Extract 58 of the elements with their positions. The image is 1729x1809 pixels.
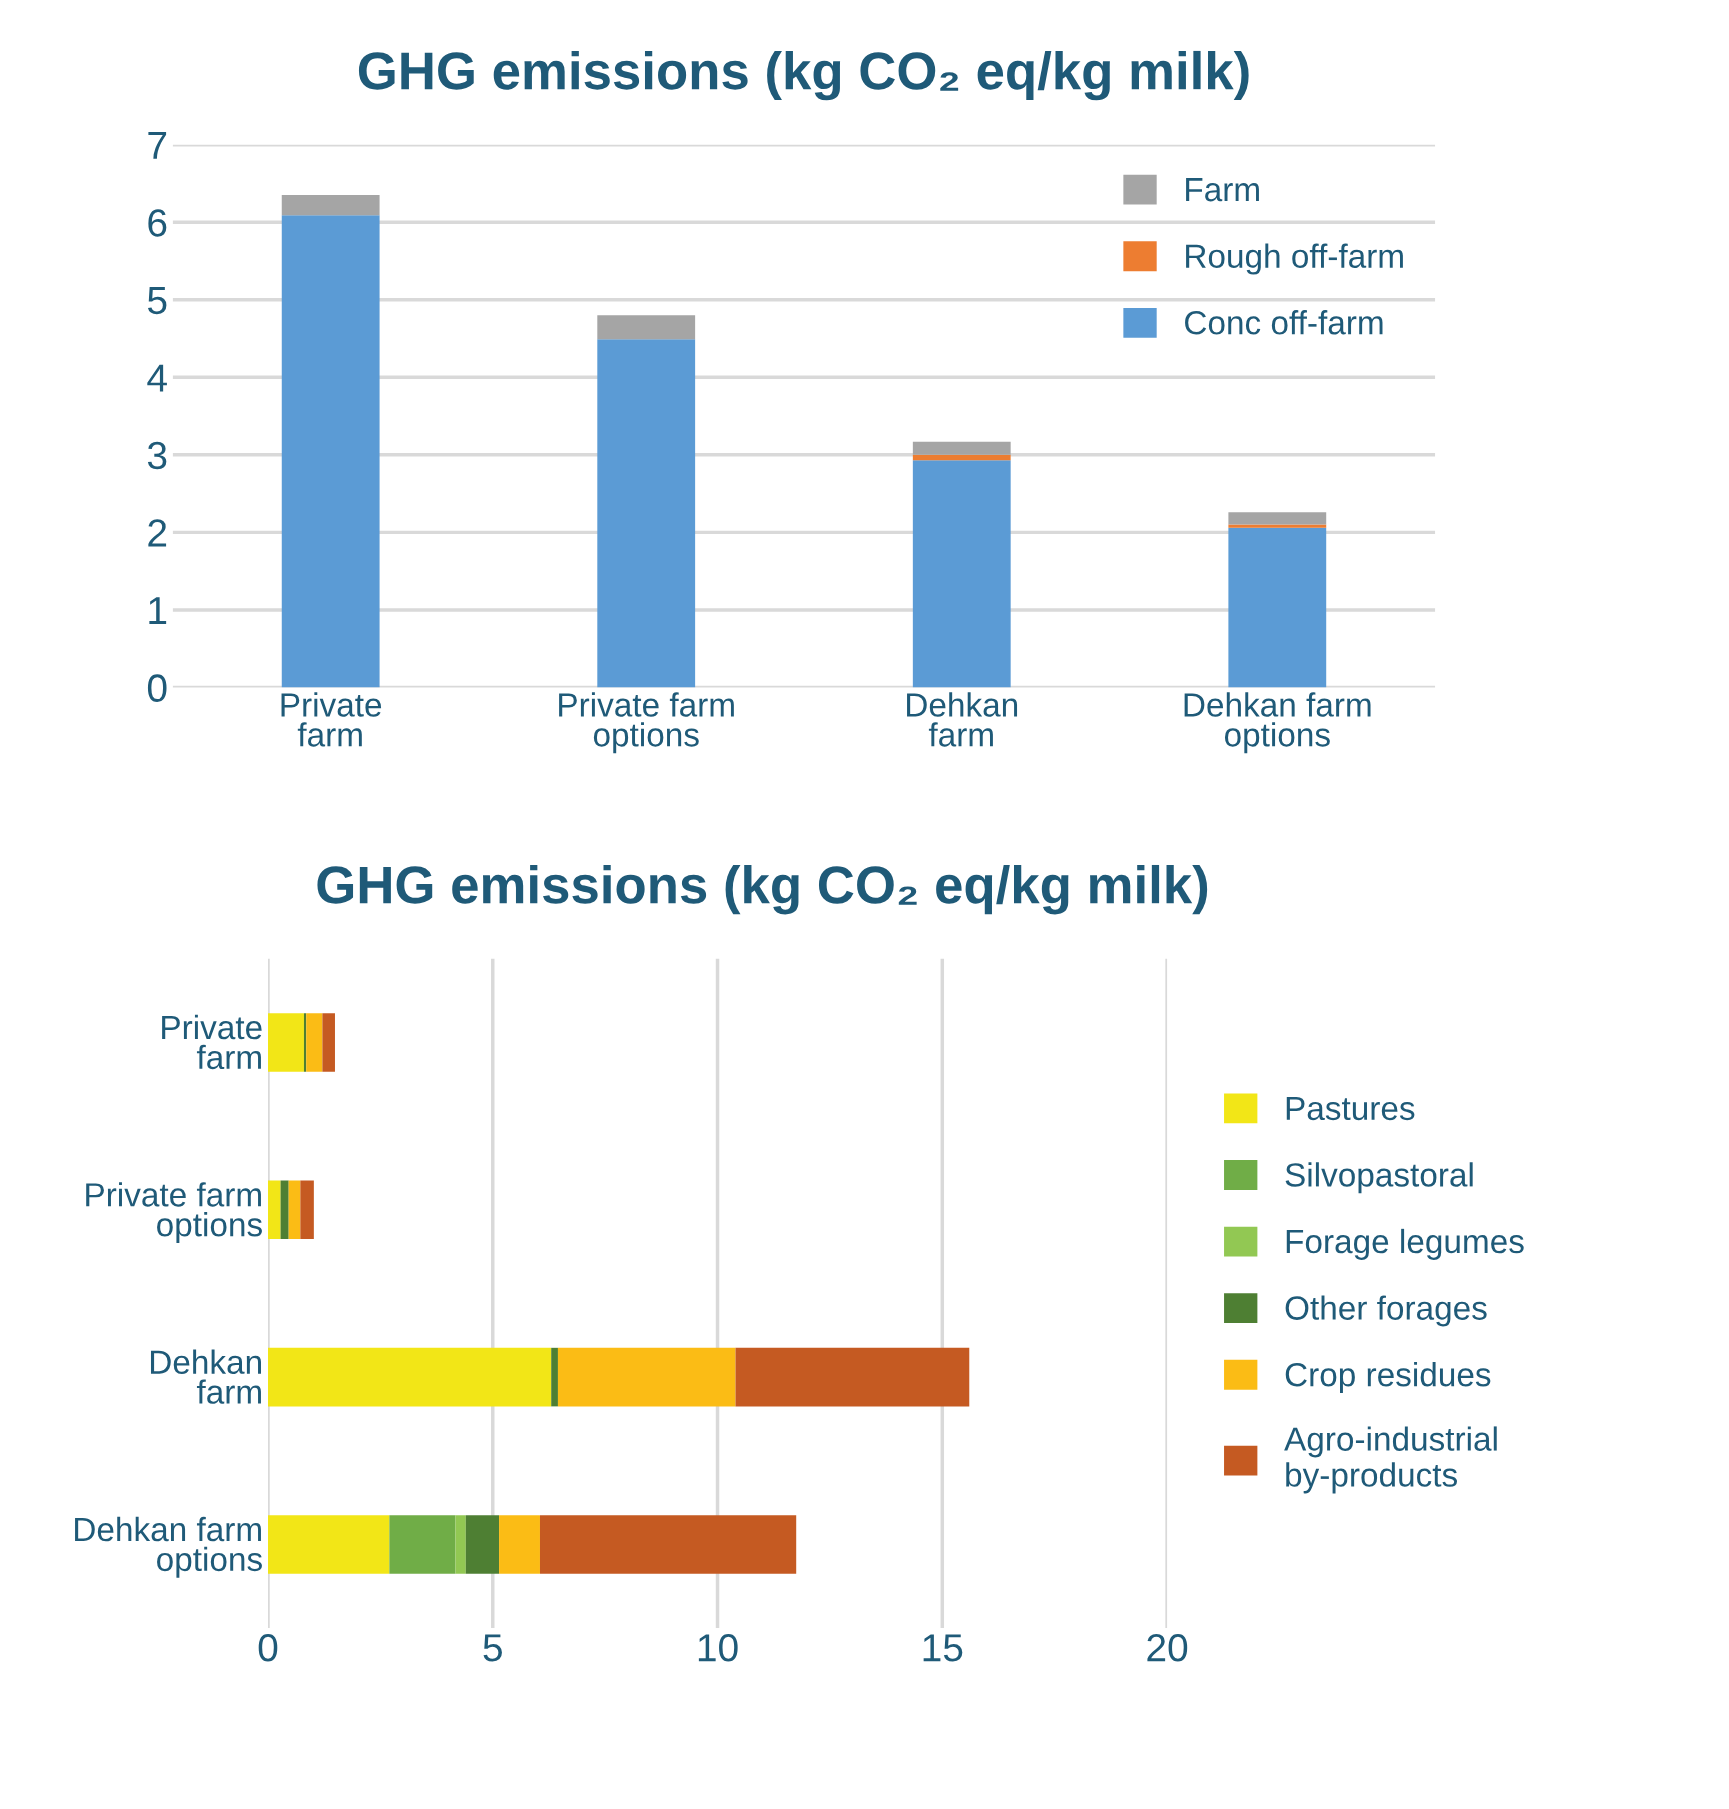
bar: [597, 339, 696, 688]
bar: [288, 1180, 301, 1240]
bar: [281, 215, 380, 688]
bar: [306, 1013, 323, 1072]
bar: [322, 1013, 335, 1072]
chart-title: GHG emissions (kg CO₂ eq/kg milk): [317, 864, 1208, 915]
y-tick-label: 2: [148, 519, 167, 547]
y-tick-label: 7: [148, 132, 167, 159]
y-tick-label: Private farm options: [86, 1182, 262, 1244]
y-tick-label: Dehkan farm: [150, 1349, 261, 1404]
y-tick-label: 1: [149, 597, 167, 624]
legend-label: Other forages: [1285, 1295, 1487, 1327]
bar: [597, 315, 696, 340]
legend-label: Forage legumes: [1286, 1228, 1524, 1260]
bar: [912, 441, 1011, 455]
bar: [912, 460, 1011, 688]
x-tick-label: 10: [698, 1633, 738, 1662]
y-tick-label: Private farm: [162, 1014, 262, 1070]
x-tick-label: Dehkan farm: [907, 692, 1018, 747]
legend-label: Silvopastoral: [1285, 1162, 1473, 1194]
legend-label: Pastures: [1286, 1096, 1415, 1121]
bar: [1228, 527, 1327, 688]
legend-label: Agro-industrial by-products: [1284, 1426, 1497, 1494]
x-tick-label: Private farm options: [559, 692, 734, 754]
bar: [912, 454, 1011, 461]
bar: [557, 1347, 736, 1407]
bar: [551, 1347, 558, 1407]
y-tick-label: 6: [148, 209, 167, 237]
legend-label: Crop residues: [1285, 1362, 1491, 1394]
bar: [539, 1515, 797, 1574]
y-tick-label: 3: [147, 441, 167, 470]
legend-label: Conc off-farm: [1185, 310, 1383, 335]
legend-label: Rough off-farm: [1186, 243, 1403, 275]
bar: [300, 1180, 314, 1240]
chart-title: GHG emissions (kg CO₂ eq/kg milk): [358, 50, 1249, 101]
y-tick-label: 0: [147, 674, 167, 702]
bar: [465, 1515, 500, 1574]
bar: [281, 195, 380, 216]
bar: [267, 1347, 552, 1407]
x-tick-label: 15: [923, 1634, 963, 1662]
y-tick-label: 4: [147, 364, 167, 392]
x-tick-label: 20: [1147, 1633, 1188, 1662]
bar: [455, 1515, 466, 1574]
legend-label: Farm: [1186, 178, 1259, 202]
y-tick-label: 5: [147, 287, 167, 315]
x-tick-label: 5: [483, 1634, 502, 1662]
y-tick-label: Dehkan farm options: [75, 1516, 262, 1578]
bar: [499, 1515, 540, 1574]
bar: [735, 1347, 970, 1407]
bar: [389, 1515, 456, 1574]
bar: [1228, 512, 1327, 525]
x-tick-label: Private farm: [281, 692, 382, 747]
x-tick-label: Dehkan farm options: [1184, 692, 1371, 754]
bar: [267, 1013, 304, 1072]
bar: [280, 1180, 289, 1240]
bar: [267, 1180, 281, 1240]
bar: [1228, 524, 1327, 528]
bar: [267, 1515, 390, 1574]
